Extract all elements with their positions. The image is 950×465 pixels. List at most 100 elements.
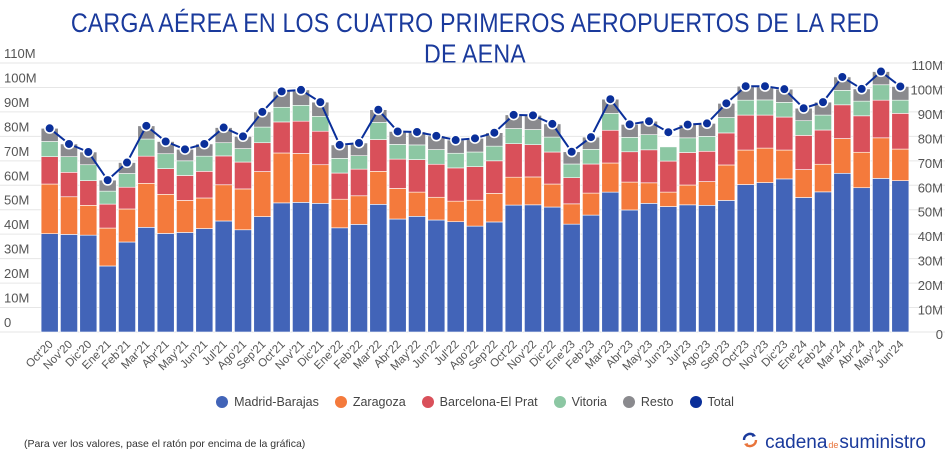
bar-segment-vitoria[interactable] [852, 100, 871, 117]
bar-segment-madrid-barajas[interactable] [736, 184, 755, 333]
total-point[interactable] [276, 85, 288, 97]
bar-segment-barcelona-el-prat[interactable] [156, 168, 175, 195]
legend-item-total[interactable]: Total [689, 395, 734, 409]
total-point[interactable] [121, 156, 133, 169]
bar-segment-barcelona-el-prat[interactable] [794, 135, 813, 170]
total-point[interactable] [566, 146, 578, 158]
bar-segment-vitoria[interactable] [60, 156, 78, 173]
bar-stack[interactable] [504, 114, 523, 333]
bar-stack[interactable] [466, 138, 484, 333]
total-point[interactable] [759, 80, 771, 92]
total-point[interactable] [237, 130, 249, 142]
total-point[interactable] [682, 119, 694, 131]
bar-segment-madrid-barajas[interactable] [446, 221, 465, 333]
total-point[interactable] [63, 138, 75, 150]
bar-segment-zaragoza[interactable] [195, 197, 214, 229]
bar-segment-barcelona-el-prat[interactable] [852, 115, 871, 153]
bar-segment-barcelona-el-prat[interactable] [736, 114, 755, 151]
bar-segment-zaragoza[interactable] [504, 176, 523, 206]
total-point[interactable] [701, 117, 713, 130]
total-point[interactable] [179, 143, 191, 155]
total-point[interactable] [624, 118, 636, 130]
bar-segment-vitoria[interactable] [176, 160, 194, 176]
bar-stack[interactable] [524, 115, 542, 333]
bar-segment-zaragoza[interactable] [118, 208, 136, 243]
bar-segment-vitoria[interactable] [234, 148, 252, 163]
bar-segment-vitoria[interactable] [408, 144, 426, 160]
bar-segment-vitoria[interactable] [118, 173, 136, 188]
total-point[interactable] [102, 174, 114, 186]
bar-stack[interactable] [350, 142, 368, 333]
legend-item-madrid-barajas[interactable]: Madrid-Barajas [216, 395, 319, 409]
bar-segment-madrid-barajas[interactable] [601, 191, 620, 333]
bar-stack[interactable] [446, 139, 465, 333]
bar-stack[interactable] [98, 179, 117, 333]
bar-segment-vitoria[interactable] [446, 152, 465, 169]
bar-stack[interactable] [427, 135, 446, 333]
bar-stack[interactable] [195, 143, 214, 333]
bar-stack[interactable] [118, 162, 136, 333]
total-point[interactable] [411, 126, 423, 138]
bar-segment-madrid-barajas[interactable] [176, 232, 194, 333]
bar-stack[interactable] [640, 120, 658, 333]
bar-segment-zaragoza[interactable] [620, 181, 639, 211]
bar-stack[interactable] [40, 127, 59, 333]
bar-segment-madrid-barajas[interactable] [504, 204, 523, 333]
bar-segment-vitoria[interactable] [891, 99, 910, 114]
bar-stack[interactable] [543, 123, 562, 333]
bar-stack[interactable] [137, 125, 156, 333]
bar-stack[interactable] [698, 123, 716, 333]
bar-segment-barcelona-el-prat[interactable] [640, 149, 658, 184]
total-point[interactable] [392, 125, 404, 138]
bar-segment-madrid-barajas[interactable] [891, 180, 910, 333]
bar-segment-zaragoza[interactable] [872, 137, 890, 179]
bar-segment-zaragoza[interactable] [446, 200, 465, 223]
bar-segment-barcelona-el-prat[interactable] [60, 172, 78, 198]
bar-segment-zaragoza[interactable] [156, 194, 175, 234]
bar-segment-vitoria[interactable] [833, 90, 852, 106]
bar-segment-vitoria[interactable] [640, 134, 658, 151]
bar-segment-barcelona-el-prat[interactable] [620, 151, 639, 183]
bar-segment-zaragoza[interactable] [330, 198, 349, 229]
bar-segment-zaragoza[interactable] [40, 183, 59, 234]
bar-segment-madrid-barajas[interactable] [794, 197, 813, 333]
bar-segment-barcelona-el-prat[interactable] [118, 186, 136, 210]
bar-segment-zaragoza[interactable] [775, 149, 794, 180]
bar-segment-zaragoza[interactable] [234, 188, 252, 231]
bar-segment-zaragoza[interactable] [98, 227, 117, 267]
bar-segment-vitoria[interactable] [214, 142, 233, 157]
bar-stack[interactable] [775, 88, 794, 333]
bar-stack[interactable] [330, 144, 349, 333]
bar-segment-vitoria[interactable] [543, 136, 562, 153]
bar-stack[interactable] [678, 124, 697, 333]
total-point[interactable] [295, 84, 307, 96]
legend-item-vitoria[interactable]: Vitoria [553, 395, 607, 409]
legend-item-barcelona-el-prat[interactable]: Barcelona-El Prat [421, 395, 538, 409]
legend-item-zaragoza[interactable]: Zaragoza [334, 395, 406, 409]
bar-segment-vitoria[interactable] [98, 190, 117, 205]
bar-segment-zaragoza[interactable] [852, 151, 871, 189]
bar-stack[interactable] [852, 88, 871, 333]
bar-segment-barcelona-el-prat[interactable] [601, 129, 620, 164]
bar-segment-vitoria[interactable] [582, 149, 600, 165]
bar-segment-vitoria[interactable] [524, 129, 542, 145]
bar-segment-madrid-barajas[interactable] [620, 209, 639, 333]
bar-segment-zaragoza[interactable] [466, 199, 484, 227]
bar-segment-barcelona-el-prat[interactable] [775, 116, 794, 151]
bar-segment-madrid-barajas[interactable] [272, 202, 291, 333]
bar-segment-madrid-barajas[interactable] [388, 218, 407, 333]
bar-segment-vitoria[interactable] [330, 158, 349, 174]
bar-stack[interactable] [756, 85, 774, 333]
bar-segment-barcelona-el-prat[interactable] [311, 130, 330, 166]
total-point[interactable] [662, 126, 674, 138]
bar-segment-zaragoza[interactable] [253, 171, 272, 217]
bar-stack[interactable] [388, 131, 407, 333]
bar-stack[interactable] [659, 146, 678, 333]
bar-stack[interactable] [814, 101, 832, 333]
bar-segment-barcelona-el-prat[interactable] [234, 161, 252, 190]
bar-segment-barcelona-el-prat[interactable] [137, 155, 156, 184]
bar-segment-zaragoza[interactable] [717, 164, 736, 201]
bar-segment-barcelona-el-prat[interactable] [872, 99, 890, 139]
bar-segment-madrid-barajas[interactable] [717, 200, 736, 333]
bar-stack[interactable] [872, 71, 890, 333]
